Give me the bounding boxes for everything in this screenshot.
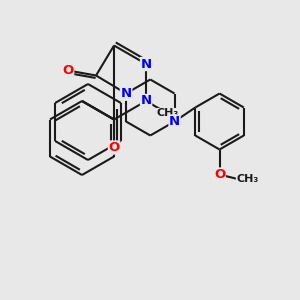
Text: N: N [121, 87, 132, 100]
Text: N: N [140, 94, 152, 107]
Text: N: N [169, 115, 180, 128]
Text: CH₃: CH₃ [236, 175, 259, 184]
Text: CH₃: CH₃ [157, 109, 179, 118]
Text: N: N [140, 58, 152, 70]
Text: O: O [108, 141, 120, 154]
Text: O: O [62, 64, 74, 77]
Text: N: N [121, 87, 132, 100]
Text: O: O [214, 168, 225, 181]
